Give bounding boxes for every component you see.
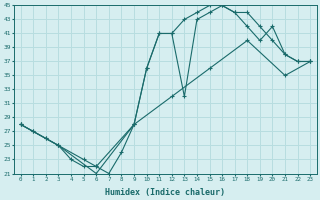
- X-axis label: Humidex (Indice chaleur): Humidex (Indice chaleur): [106, 188, 226, 197]
